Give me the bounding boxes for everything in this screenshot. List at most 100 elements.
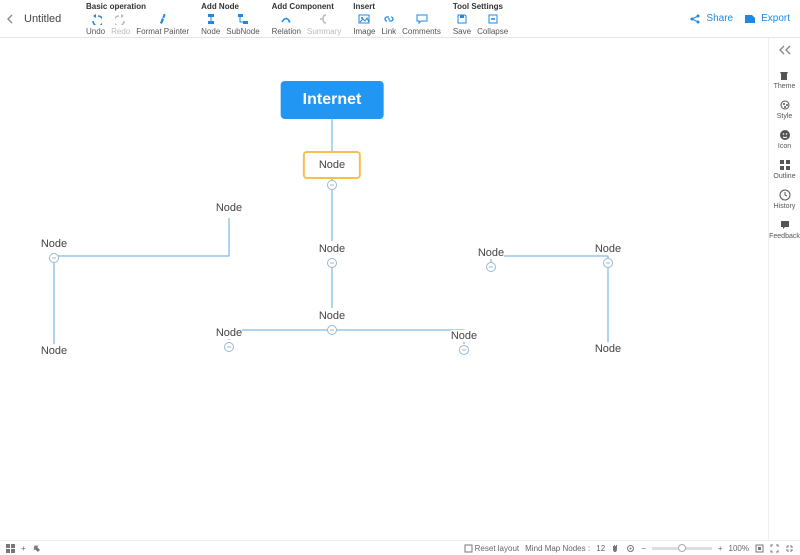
- right-panel: Theme Style Icon Outline History Feedback: [768, 38, 800, 540]
- toolbar-group-label: Add Component: [272, 2, 342, 12]
- zoom-level: 100%: [729, 544, 749, 553]
- export-icon: [743, 12, 757, 26]
- relation-icon: [279, 12, 293, 26]
- undo-button[interactable]: Undo: [86, 12, 105, 36]
- right-panel-label: Feedback: [769, 233, 800, 240]
- top-toolbar: Untitled Basic operation Undo Redo Format P…: [0, 0, 800, 38]
- fullscreen-enter-icon[interactable]: [770, 544, 779, 553]
- image-icon: [357, 12, 371, 26]
- node-collapse-handle[interactable]: [486, 262, 496, 272]
- mindmap-node[interactable]: Node: [478, 247, 504, 259]
- mindmap-root-node[interactable]: Internet: [281, 81, 384, 119]
- mindmap-node[interactable]: Node: [319, 310, 345, 322]
- mindmap-node[interactable]: Node: [41, 238, 67, 250]
- right-panel-label: History: [774, 203, 796, 210]
- toolbar-button-label: Collapse: [477, 27, 508, 36]
- redo-icon: [114, 12, 128, 26]
- save-button[interactable]: Save: [453, 12, 471, 36]
- history-icon: [778, 188, 792, 202]
- toolbar-group: Add Component Relation Summary: [266, 0, 348, 37]
- zoom-slider[interactable]: [652, 547, 712, 550]
- grid-icon[interactable]: [6, 544, 15, 553]
- mindmap-node[interactable]: Node: [41, 345, 67, 357]
- toolbar-group: InsertImage Link Comments: [347, 0, 447, 37]
- subnode-icon: [236, 12, 250, 26]
- add-page-icon[interactable]: +: [21, 544, 26, 553]
- style-icon: [778, 98, 792, 112]
- add-node-button[interactable]: Node: [201, 12, 220, 36]
- back-button[interactable]: [0, 0, 20, 37]
- add-subnode-button[interactable]: SubNode: [226, 12, 259, 36]
- feedback-tool[interactable]: Feedback: [769, 218, 800, 240]
- brush-icon: [156, 12, 170, 26]
- node-collapse-handle[interactable]: [327, 258, 337, 268]
- redo-button[interactable]: Redo: [111, 12, 130, 36]
- collapse-button[interactable]: Collapse: [477, 12, 508, 36]
- right-panel-label: Theme: [774, 83, 796, 90]
- undo-icon: [89, 12, 103, 26]
- hand-tool-icon[interactable]: [611, 544, 620, 553]
- reset-layout-label: Reset layout: [475, 544, 519, 553]
- right-panel-label: Style: [777, 113, 793, 120]
- right-panel-label: Icon: [778, 143, 791, 150]
- mindmap-node[interactable]: Node: [319, 243, 345, 255]
- style-tool[interactable]: Style: [777, 98, 793, 120]
- toolbar-group: Basic operation Undo Redo Format Painter: [80, 0, 195, 37]
- toolbar-button-label: Format Painter: [136, 27, 189, 36]
- share-button[interactable]: Share: [688, 12, 733, 26]
- node-collapse-handle[interactable]: [49, 253, 59, 263]
- node-collapse-handle[interactable]: [327, 180, 337, 190]
- zoom-in-button[interactable]: +: [718, 544, 723, 553]
- mindmap-node[interactable]: Node: [216, 327, 242, 339]
- node-collapse-handle[interactable]: [603, 258, 613, 268]
- toolbar-group-label: Tool Settings: [453, 2, 508, 12]
- target-icon[interactable]: [626, 544, 635, 553]
- toolbar-button-label: Summary: [307, 27, 341, 36]
- toolbar-groups: Basic operation Undo Redo Format Painter Add…: [80, 0, 514, 37]
- node-icon: [204, 12, 218, 26]
- toolbar-group-label: Basic operation: [86, 2, 189, 12]
- theme-icon: [777, 68, 791, 82]
- toolbar-button-label: Node: [201, 27, 220, 36]
- panel-collapse-button[interactable]: [777, 42, 793, 60]
- mindmap-node[interactable]: Node: [595, 243, 621, 255]
- format-painter-button[interactable]: Format Painter: [136, 12, 189, 36]
- reset-layout-button[interactable]: Reset layout: [464, 544, 519, 553]
- comment-icon: [415, 12, 429, 26]
- mindmap-node[interactable]: Node: [595, 343, 621, 355]
- history-tool[interactable]: History: [774, 188, 796, 210]
- status-bar: + Reset layout Mind Map Nodes : 12 − + 1…: [0, 540, 800, 555]
- node-collapse-handle[interactable]: [327, 325, 337, 335]
- mindmap-node[interactable]: Node: [304, 152, 360, 178]
- toolbar-group: Tool SettingsSave Collapse: [447, 0, 514, 37]
- mindmap-canvas[interactable]: Internet Node Node Node Node Node Node Node Node…: [0, 38, 768, 540]
- toolbar-button-label: Link: [381, 27, 396, 36]
- export-button[interactable]: Export: [743, 12, 790, 26]
- relation-button[interactable]: Relation: [272, 12, 301, 36]
- collapse-icon: [486, 12, 500, 26]
- toolbar-group-label: Add Node: [201, 2, 259, 12]
- icon-tool[interactable]: Icon: [778, 128, 792, 150]
- toolbar-button-label: SubNode: [226, 27, 259, 36]
- fit-icon[interactable]: [755, 544, 764, 553]
- insert-image-button[interactable]: Image: [353, 12, 375, 36]
- node-collapse-handle[interactable]: [224, 342, 234, 352]
- fullscreen-exit-icon[interactable]: [785, 544, 794, 553]
- summary-button[interactable]: Summary: [307, 12, 341, 36]
- mindmap-node[interactable]: Node: [216, 202, 242, 214]
- node-collapse-handle[interactable]: [459, 345, 469, 355]
- mindmap-node[interactable]: Node: [451, 330, 477, 342]
- export-label: Export: [761, 13, 790, 24]
- toolbar-group-label: Insert: [353, 2, 441, 12]
- doc-title[interactable]: Untitled: [20, 0, 80, 37]
- insert-link-button[interactable]: Link: [381, 12, 396, 36]
- nodes-count: Mind Map Nodes : 12: [525, 544, 605, 553]
- expand-page-icon[interactable]: [32, 544, 41, 553]
- toolbar-button-label: Comments: [402, 27, 441, 36]
- insert-comment-button[interactable]: Comments: [402, 12, 441, 36]
- toolbar-button-label: Relation: [272, 27, 301, 36]
- toolbar-button-label: Undo: [86, 27, 105, 36]
- zoom-out-button[interactable]: −: [641, 544, 646, 553]
- outline-tool[interactable]: Outline: [773, 158, 795, 180]
- theme-tool[interactable]: Theme: [774, 68, 796, 90]
